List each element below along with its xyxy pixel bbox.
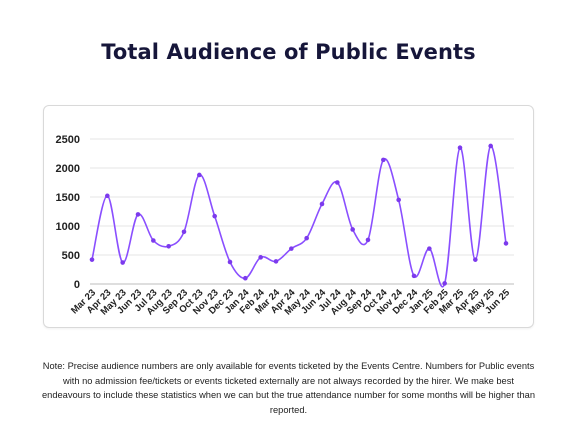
data-point: [427, 246, 432, 251]
data-point: [166, 244, 171, 249]
data-point: [120, 260, 125, 265]
chart-title: Total Audience of Public Events: [101, 40, 476, 64]
data-point: [105, 193, 110, 199]
data-point: [304, 235, 309, 241]
data-point: [289, 246, 294, 251]
data-point: [135, 212, 141, 217]
data-point: [473, 257, 478, 262]
data-point: [381, 157, 386, 163]
data-point: [488, 143, 493, 149]
data-point: [350, 227, 355, 232]
y-tick-label: 0: [74, 279, 80, 291]
data-point: [396, 197, 401, 203]
y-tick-label: 500: [62, 250, 80, 262]
data-point: [457, 145, 463, 150]
data-point: [89, 257, 95, 262]
y-tick-label: 2500: [56, 134, 80, 146]
data-point: [181, 229, 187, 235]
data-point: [442, 281, 447, 286]
y-tick-label: 1500: [56, 192, 80, 204]
data-point: [197, 172, 202, 178]
data-point: [151, 238, 156, 243]
data-point: [335, 180, 340, 185]
footnote: Note: Precise audience numbers are only …: [41, 361, 536, 415]
data-point: [319, 201, 325, 207]
data-point: [243, 275, 248, 281]
y-tick-label: 2000: [56, 163, 80, 175]
data-point: [258, 255, 263, 260]
series-line: [91, 145, 507, 288]
data-point: [273, 259, 279, 264]
y-tick-label: 1000: [56, 221, 80, 233]
data-point: [227, 259, 233, 265]
data-point: [365, 237, 371, 243]
data-point: [411, 273, 417, 279]
data-point: [212, 213, 217, 219]
data-point: [503, 241, 509, 246]
chart-card: 0 500 1000 1500 2000 2500 Mar 23 Apr 23 May 23 Ju…: [43, 105, 534, 328]
